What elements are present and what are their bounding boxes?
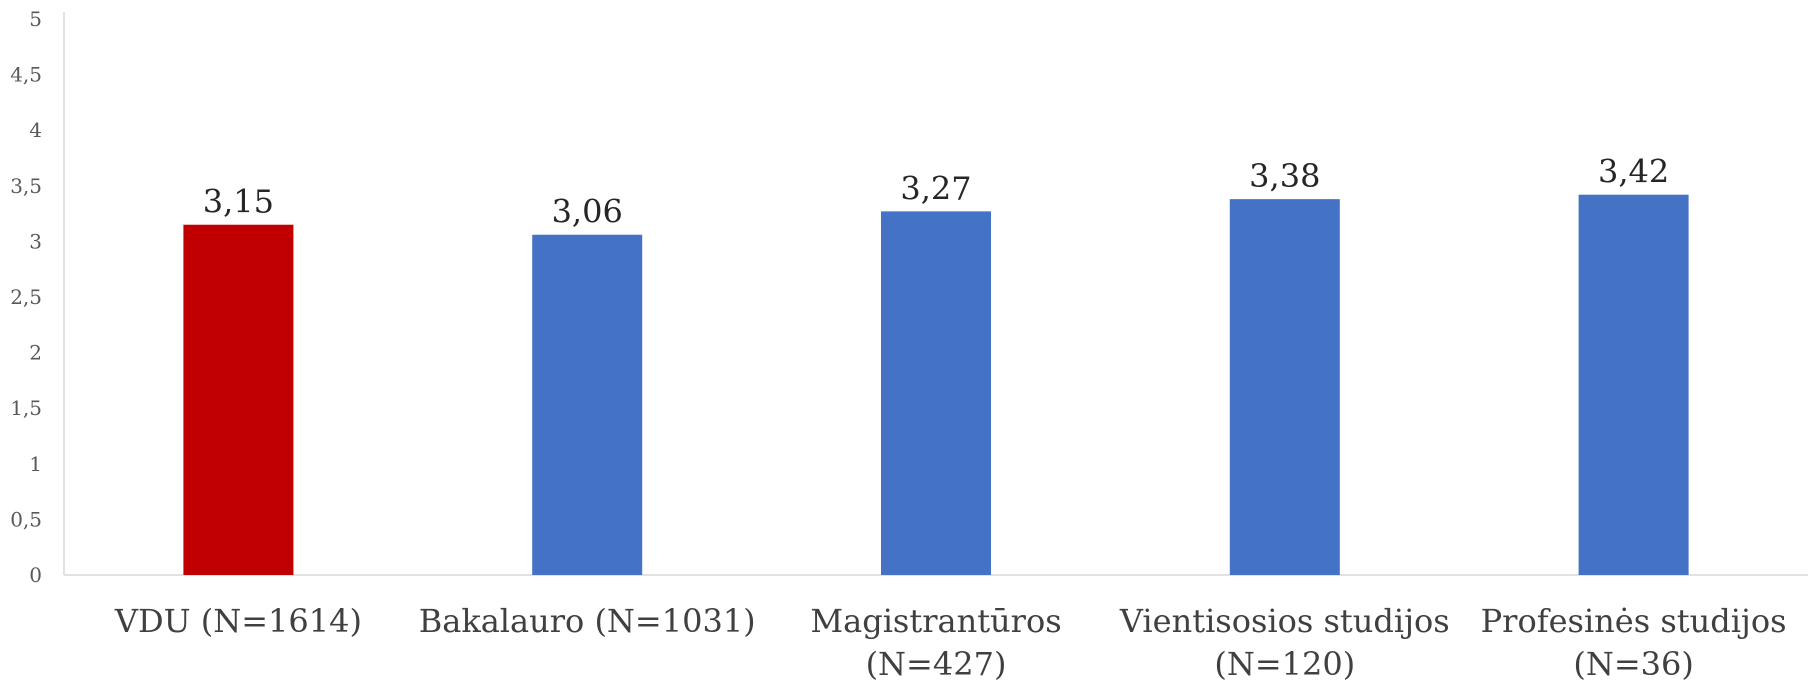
bars xyxy=(183,194,1689,576)
category-label: Profesinės studijos (N=36) xyxy=(1481,602,1787,683)
y-tick-labels: 0 0,5 1 1,5 2 2,5 3 3,5 4 4,5 5 xyxy=(10,7,42,587)
bar xyxy=(183,224,294,575)
category-labels: VDU (N=1614) Bakalauro (N=1031) Magistrant… xyxy=(114,602,1787,683)
bar xyxy=(1229,199,1340,576)
y-tick-label: 3,5 xyxy=(10,174,42,198)
y-tick-label: 0,5 xyxy=(10,507,42,531)
y-tick-label: 3 xyxy=(29,229,42,253)
data-label: 3,38 xyxy=(1249,157,1320,195)
y-tick-label: 2 xyxy=(29,341,42,365)
data-label: 3,15 xyxy=(203,183,274,221)
y-tick-label: 5 xyxy=(29,7,42,31)
data-label: 3,42 xyxy=(1598,153,1669,191)
bar xyxy=(1578,194,1689,576)
bar xyxy=(532,234,643,575)
data-label: 3,27 xyxy=(900,169,971,207)
data-labels: 3,15 3,06 3,27 3,38 3,42 xyxy=(203,153,1669,231)
y-tick-label: 2,5 xyxy=(10,285,42,309)
category-label: Bakalauro (N=1031) xyxy=(419,602,756,640)
y-tick-label: 4,5 xyxy=(10,63,42,87)
y-tick-label: 1,5 xyxy=(10,396,42,420)
y-tick-label: 4 xyxy=(29,118,42,142)
data-label: 3,06 xyxy=(552,193,623,231)
category-label: Vientisosios studijos (N=120) xyxy=(1119,602,1450,683)
category-label: Magistrantūros (N=427) xyxy=(810,602,1061,683)
bar xyxy=(881,211,991,575)
category-label: VDU (N=1614) xyxy=(114,602,362,640)
y-tick-label: 0 xyxy=(29,563,42,587)
y-tick-label: 1 xyxy=(29,452,42,476)
